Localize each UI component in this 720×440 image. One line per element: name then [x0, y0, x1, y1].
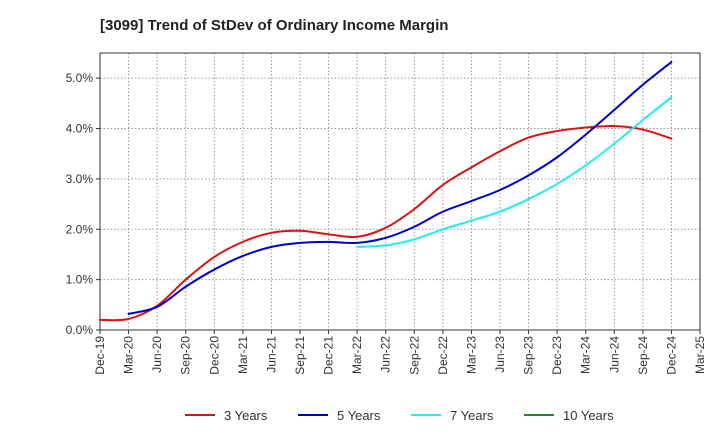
x-tick-label: Sep-23	[522, 336, 536, 375]
x-tick-label: Mar-23	[464, 336, 478, 374]
x-tick-label: Mar-22	[350, 336, 364, 374]
x-axis: Dec-19 Mar-20 Jun-20 Sep-20 Dec-20 Mar-21 Jun-…	[93, 330, 707, 375]
x-tick-label: Dec-19	[93, 336, 107, 375]
x-tick-label: Dec-23	[550, 336, 564, 375]
legend-label-3-years: 3 Years	[224, 408, 268, 423]
y-tick-label: 4.0%	[66, 122, 94, 136]
legend-label-7-years: 7 Years	[450, 408, 494, 423]
y-tick-label: 2.0%	[66, 222, 94, 236]
series-line-3-years	[99, 124, 673, 322]
x-tick-label: Jun-20	[150, 336, 164, 373]
grid-layer	[100, 53, 700, 330]
legend: 3 Years 5 Years 7 Years 10 Years	[185, 408, 614, 423]
x-tick-label: Dec-20	[207, 336, 221, 375]
chart-title: [3099] Trend of StDev of Ordinary Income…	[100, 17, 448, 34]
y-tick-label: 0.0%	[66, 323, 94, 337]
y-tick-label: 3.0%	[66, 172, 94, 186]
plot-area	[99, 52, 701, 331]
x-tick-label: Mar-25	[693, 336, 707, 374]
x-tick-label: Dec-24	[664, 336, 678, 375]
x-tick-label: Jun-24	[607, 336, 621, 373]
y-tick-label: 1.0%	[66, 273, 94, 287]
x-tick-label: Mar-21	[236, 336, 250, 374]
x-tick-label: Sep-20	[179, 336, 193, 375]
x-tick-label: Sep-24	[636, 336, 650, 375]
x-tick-label: Mar-24	[579, 336, 593, 374]
x-tick-label: Jun-21	[264, 336, 278, 373]
legend-label-10-years: 10 Years	[563, 408, 614, 423]
y-axis: 0.0% 1.0% 2.0% 3.0% 4.0% 5.0%	[66, 71, 100, 337]
x-tick-label: Jun-23	[493, 336, 507, 373]
series-layer	[99, 61, 673, 322]
x-tick-label: Sep-22	[407, 336, 421, 375]
x-tick-label: Jun-22	[379, 336, 393, 373]
x-tick-label: Mar-20	[122, 336, 136, 374]
x-tick-label: Dec-22	[436, 336, 450, 375]
x-tick-label: Sep-21	[293, 336, 307, 375]
y-tick-label: 5.0%	[66, 71, 94, 85]
legend-label-5-years: 5 Years	[337, 408, 381, 423]
series-line-5-years	[127, 61, 673, 315]
series-line-7-years	[356, 96, 673, 248]
x-tick-label: Dec-21	[322, 336, 336, 375]
